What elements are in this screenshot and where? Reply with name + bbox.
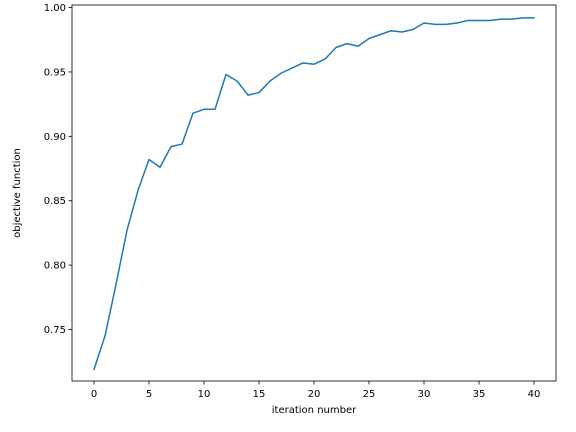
series-line-0 [93,17,535,371]
y-tick-label: 0.90 [44,132,66,143]
y-tick-label: 0.85 [44,196,66,207]
y-tick-label: 0.75 [44,325,66,336]
x-tick-label: 25 [363,389,376,400]
x-tick-label: 35 [473,389,486,400]
x-tick-label: 5 [146,389,152,400]
x-axis-label: iteration number [272,405,357,416]
y-axis-label: objective function [12,148,23,238]
y-tick-label: 1.00 [44,3,66,14]
x-axis-ticks: 0 5 10 15 20 25 30 35 40 [91,381,541,400]
x-tick-label: 30 [418,389,431,400]
x-tick-label: 10 [198,389,211,400]
x-tick-label: 40 [528,389,541,400]
series-layer [93,17,535,371]
y-tick-label: 0.80 [44,261,66,272]
x-tick-label: 20 [308,389,321,400]
x-tick-label: 0 [91,389,97,400]
plot-area [72,5,556,381]
y-axis-ticks: 0.75 0.80 0.85 0.90 0.95 1.00 [44,3,72,336]
x-tick-label: 15 [253,389,266,400]
y-tick-label: 0.95 [44,67,66,78]
